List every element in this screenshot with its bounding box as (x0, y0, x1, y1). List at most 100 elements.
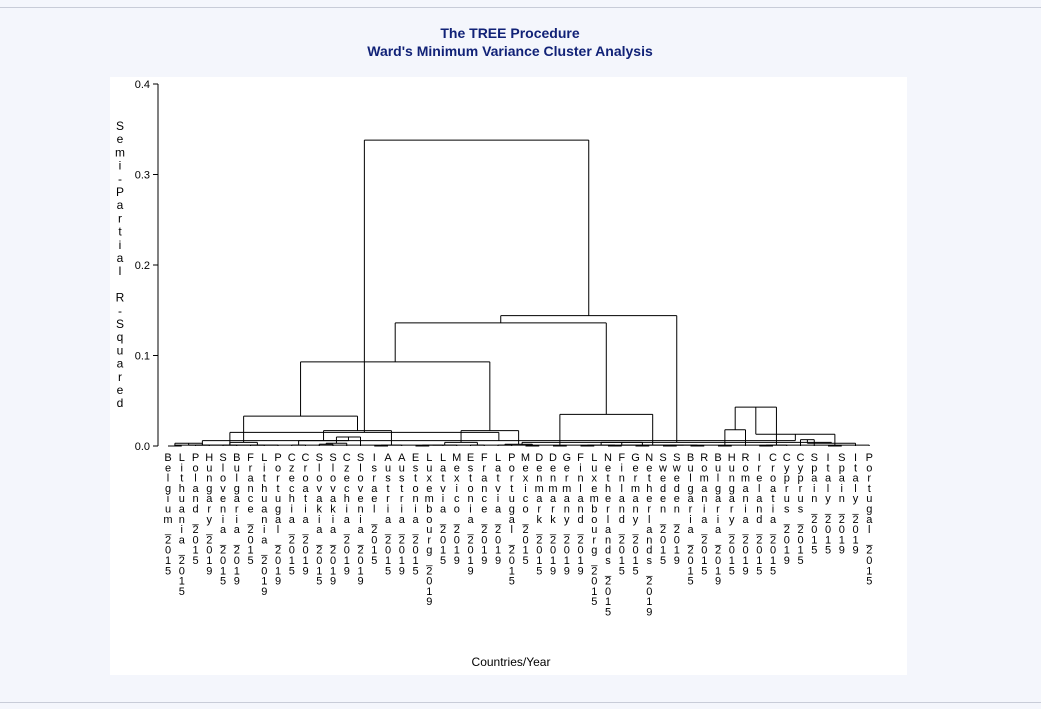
leaf-label-char: 9 (742, 565, 748, 577)
leaf-label-char: a (316, 524, 323, 536)
leaf-label-char: S (673, 452, 680, 464)
leaf-label-char: 2 (770, 534, 776, 546)
leaf-label-char: 0 (715, 555, 721, 567)
leaf-label-char: u (591, 462, 597, 474)
leaf-label-char: o (866, 462, 872, 474)
leaf-label-char: l (236, 473, 238, 485)
leaf-label-char: 9 (275, 576, 281, 588)
leaf-label-char: a (275, 514, 282, 526)
leaf-label-char: S (811, 452, 818, 464)
leaf-label-char: a (715, 493, 722, 505)
leaf-label-char: r (565, 473, 569, 485)
leaf-label-char: i (442, 493, 444, 505)
leaf-label-char: N (645, 452, 653, 464)
leaf-label-char: c (248, 493, 254, 505)
leaf-label-char: y (784, 462, 790, 474)
leaf-label-char: s (647, 555, 653, 567)
leaf-label-char: a (577, 493, 584, 505)
leaf-label-char: o (192, 462, 198, 474)
leaf-label-char: o (591, 514, 597, 526)
leaf-label-char: 0 (729, 545, 735, 557)
leaf-label-char: 5 (591, 596, 597, 608)
leaf-label-char: n (839, 493, 845, 505)
leaf-label-char: d (674, 483, 680, 495)
leaf-label-char: g (715, 483, 721, 495)
leaf-label-char: _ (411, 524, 419, 536)
leaf-label-char: e (454, 462, 460, 474)
leaf-label-char: 5 (247, 555, 253, 567)
leaf-label-char: t (496, 473, 499, 485)
leaf-label-char: i (841, 483, 843, 495)
leaf-label-char: a (701, 514, 708, 526)
leaf-label-char: P (274, 452, 281, 464)
leaf-label-char: n (811, 493, 817, 505)
leaf-label-char: 2 (330, 545, 336, 557)
leaf-label-char: 1 (495, 545, 501, 557)
leaf-label-char: r (551, 504, 555, 516)
leaf-label-char: n (412, 493, 418, 505)
y-tick-label: 0.1 (135, 351, 150, 363)
leaf-label-char: 5 (756, 565, 762, 577)
leaf-label-char: C (343, 452, 351, 464)
leaf-label-char: S (219, 452, 226, 464)
leaf-label-char: 2 (302, 534, 308, 546)
leaf-label-char: i (813, 483, 815, 495)
y-tick-label: 0.3 (135, 170, 150, 182)
leaf-label-char: 5 (220, 576, 226, 588)
leaf-label-char: 0 (577, 545, 583, 557)
leaf-label-char: b (426, 504, 432, 516)
leaf-label-char: a (481, 473, 488, 485)
leaf-label-char: d (577, 514, 583, 526)
leaf-label-char: g (866, 504, 872, 516)
leaf-label-char: a (289, 514, 296, 526)
leaf-label-char: 5 (165, 565, 171, 577)
leaf-label-char: d (756, 514, 762, 526)
leaf-label-char: 2 (261, 555, 267, 567)
leaf-label-char: 2 (646, 576, 652, 588)
y-axis-label-char: S (116, 317, 124, 331)
leaf-label-char: 1 (316, 565, 322, 577)
chart-title: The TREE Procedure (440, 25, 579, 41)
leaf-label-char: y (825, 493, 831, 505)
y-tick-label: 0.4 (135, 79, 150, 91)
leaf-label-char: _ (260, 545, 268, 557)
leaf-label-char: _ (398, 524, 406, 536)
leaf-label-char: 1 (770, 555, 776, 567)
leaf-label-char: B (164, 452, 171, 464)
leaf-label-char: 2 (619, 534, 625, 546)
leaf-label-char: 5 (536, 565, 542, 577)
leaf-label-char: a (852, 473, 859, 485)
leaf-label-char: n (756, 504, 762, 516)
leaf-label-char: _ (631, 524, 639, 536)
y-axis: 0.0 0.1 0.2 0.3 0.4 (135, 79, 159, 453)
leaf-label-char: 0 (866, 555, 872, 567)
leaf-label-char: A (398, 452, 406, 464)
leaf-label-char: _ (755, 524, 763, 536)
leaf-label-char: 9 (467, 565, 473, 577)
leaf-label-char: o (426, 514, 432, 526)
leaf-label-char: 5 (687, 576, 693, 588)
leaf-label-char: u (797, 493, 803, 505)
leaf-label-char: 0 (481, 534, 487, 546)
leaf-label-char: a (770, 514, 777, 526)
leaf-label-char: z (289, 462, 295, 474)
leaf-label-char: 2 (784, 524, 790, 536)
leaf-label-char: 2 (440, 524, 446, 536)
leaf-label-char: 2 (811, 514, 817, 526)
y-axis-label-char: a (117, 357, 124, 371)
